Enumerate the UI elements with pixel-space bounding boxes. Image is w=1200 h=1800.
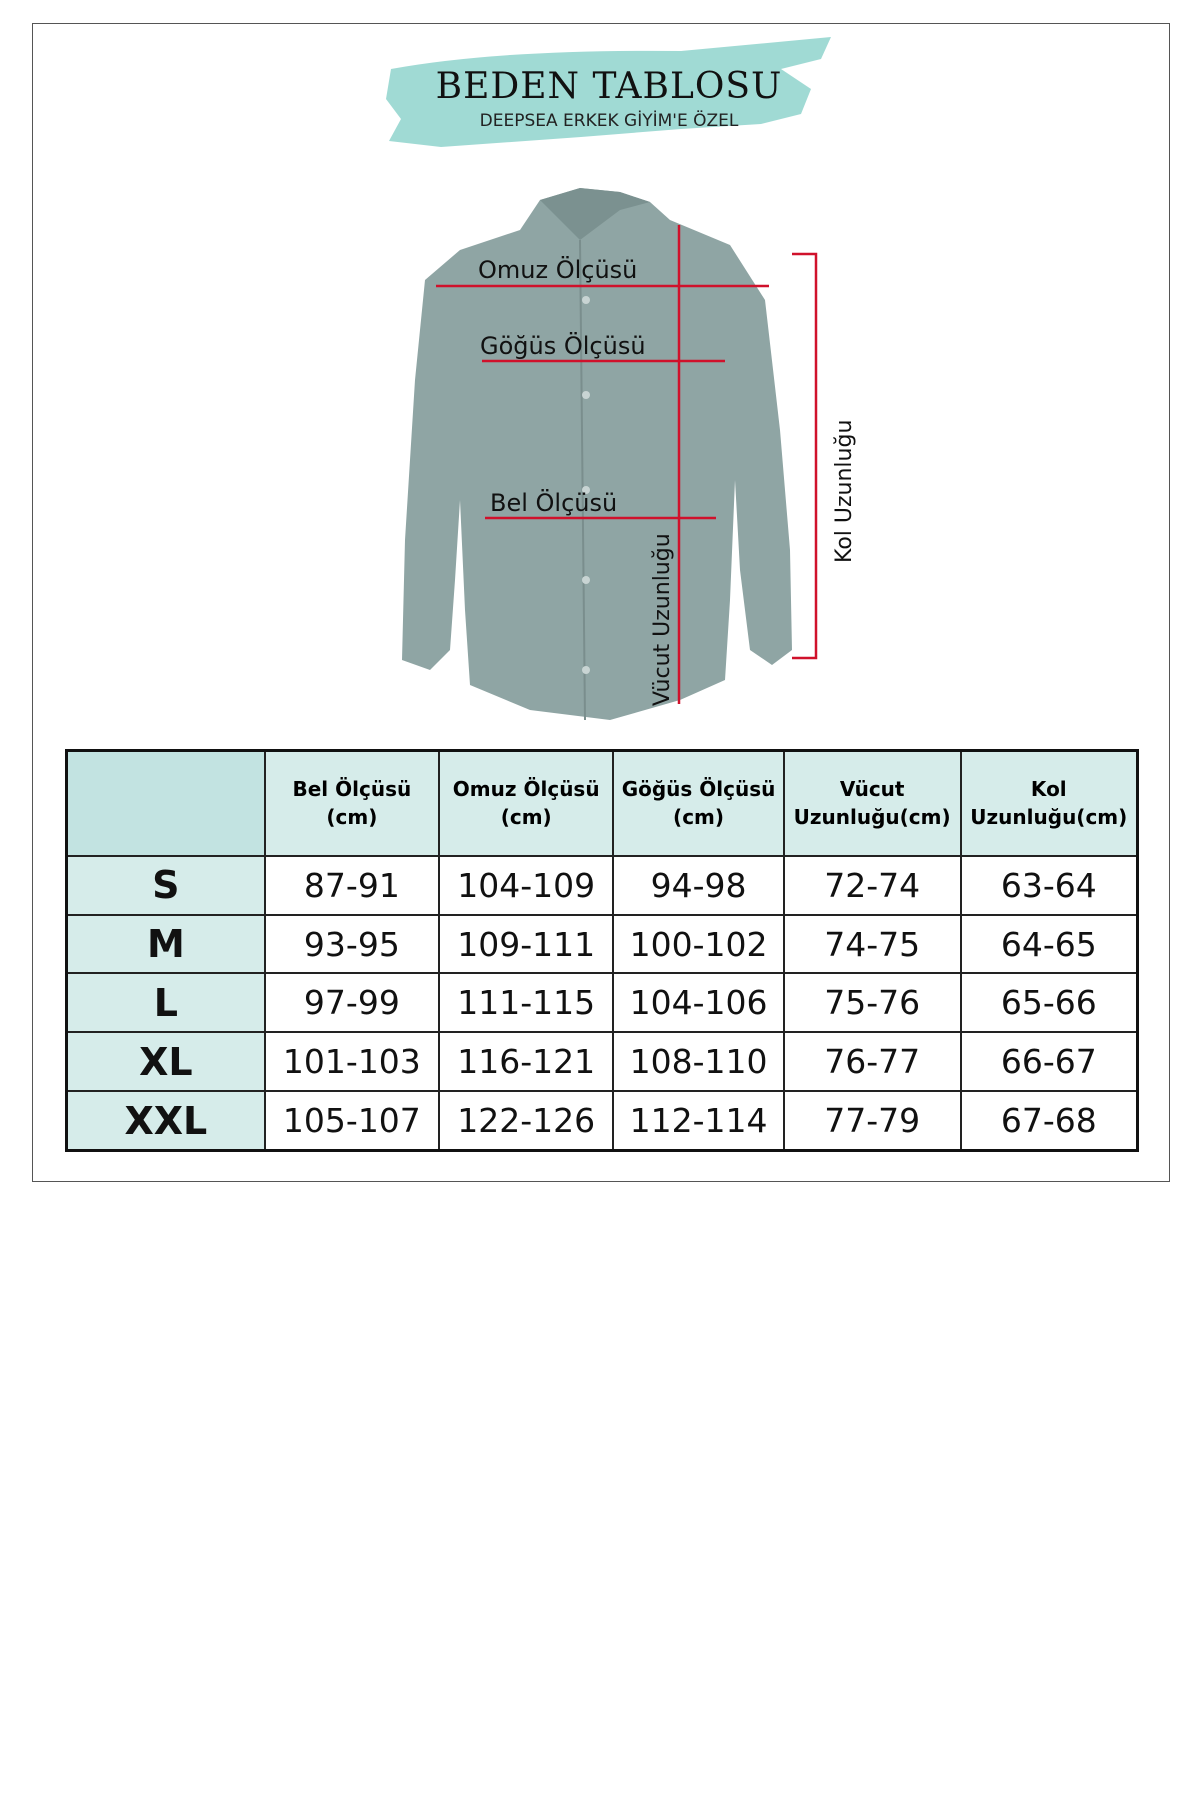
page-frame xyxy=(32,23,1170,1182)
measurement-cell: 65-66 xyxy=(959,972,1139,1034)
shoulder-label: Omuz Ölçüsü xyxy=(478,256,638,284)
size-cell: L xyxy=(65,972,266,1034)
table-row: XXL 105-107 122-126 112-114 77-79 67-68 xyxy=(65,1090,1139,1152)
measurement-cell: 87-91 xyxy=(263,854,441,916)
measurement-cell: 100-102 xyxy=(612,913,785,975)
waist-label: Bel Ölçüsü xyxy=(490,489,618,517)
header-cell: Vücut Uzunluğu(cm) xyxy=(782,749,962,857)
measurement-cell: 75-76 xyxy=(782,972,962,1034)
page-subtitle: DEEPSEA ERKEK GİYİM'E ÖZEL xyxy=(479,111,739,131)
measurement-cell: 97-99 xyxy=(263,972,441,1034)
table-row: S 87-91 104-109 94-98 72-74 63-64 xyxy=(65,854,1139,916)
brush-stroke-banner xyxy=(386,37,831,147)
measurement-cell: 108-110 xyxy=(612,1031,785,1093)
measurement-cell: 74-75 xyxy=(782,913,962,975)
body-length-label: Vücut Uzunluğu xyxy=(650,533,675,706)
measurement-cell: 116-121 xyxy=(438,1031,615,1093)
measurement-cell: 94-98 xyxy=(612,854,785,916)
table-row: L 97-99 111-115 104-106 75-76 65-66 xyxy=(65,972,1139,1034)
page-title: BEDEN TABLOSU xyxy=(435,66,783,107)
header-cell: Omuz Ölçüsü (cm) xyxy=(438,749,615,857)
size-cell: XL xyxy=(65,1031,266,1093)
measurement-cell: 63-64 xyxy=(959,854,1139,916)
size-table: Bel Ölçüsü (cm) Omuz Ölçüsü (cm) Göğüs Ö… xyxy=(65,749,1139,1152)
sleeve-length-bracket xyxy=(792,252,818,660)
measurement-cell: 122-126 xyxy=(438,1090,615,1152)
measurement-cell: 67-68 xyxy=(959,1090,1139,1152)
sleeve-length-label: Kol Uzunluğu xyxy=(832,419,857,563)
measurement-cell: 101-103 xyxy=(263,1031,441,1093)
measurement-cell: 104-106 xyxy=(612,972,785,1034)
table-row: XL 101-103 116-121 108-110 76-77 66-67 xyxy=(65,1031,1139,1093)
measurement-cell: 76-77 xyxy=(782,1031,962,1093)
size-cell: XXL xyxy=(65,1090,266,1152)
shirt-diagram xyxy=(402,188,818,721)
measurement-cell: 112-114 xyxy=(612,1090,785,1152)
header-cell xyxy=(65,749,266,857)
measurement-cell: 72-74 xyxy=(782,854,962,916)
measurement-cell: 105-107 xyxy=(263,1090,441,1152)
table-row: M 93-95 109-111 100-102 74-75 64-65 xyxy=(65,913,1139,975)
measurement-cell: 77-79 xyxy=(782,1090,962,1152)
measurement-cell: 93-95 xyxy=(263,913,441,975)
header-cell: Kol Uzunluğu(cm) xyxy=(959,749,1139,857)
chest-label: Göğüs Ölçüsü xyxy=(480,332,646,360)
header-cell: Bel Ölçüsü (cm) xyxy=(263,749,441,857)
shirt-image xyxy=(402,188,792,720)
measurement-cell: 104-109 xyxy=(438,854,615,916)
measurement-cell: 64-65 xyxy=(959,913,1139,975)
measurement-cell: 66-67 xyxy=(959,1031,1139,1093)
table-header-row: Bel Ölçüsü (cm) Omuz Ölçüsü (cm) Göğüs Ö… xyxy=(65,749,1139,857)
measurement-cell: 109-111 xyxy=(438,913,615,975)
measurement-cell: 111-115 xyxy=(438,972,615,1034)
size-cell: M xyxy=(65,913,266,975)
size-cell: S xyxy=(65,854,266,916)
header-cell: Göğüs Ölçüsü (cm) xyxy=(612,749,785,857)
